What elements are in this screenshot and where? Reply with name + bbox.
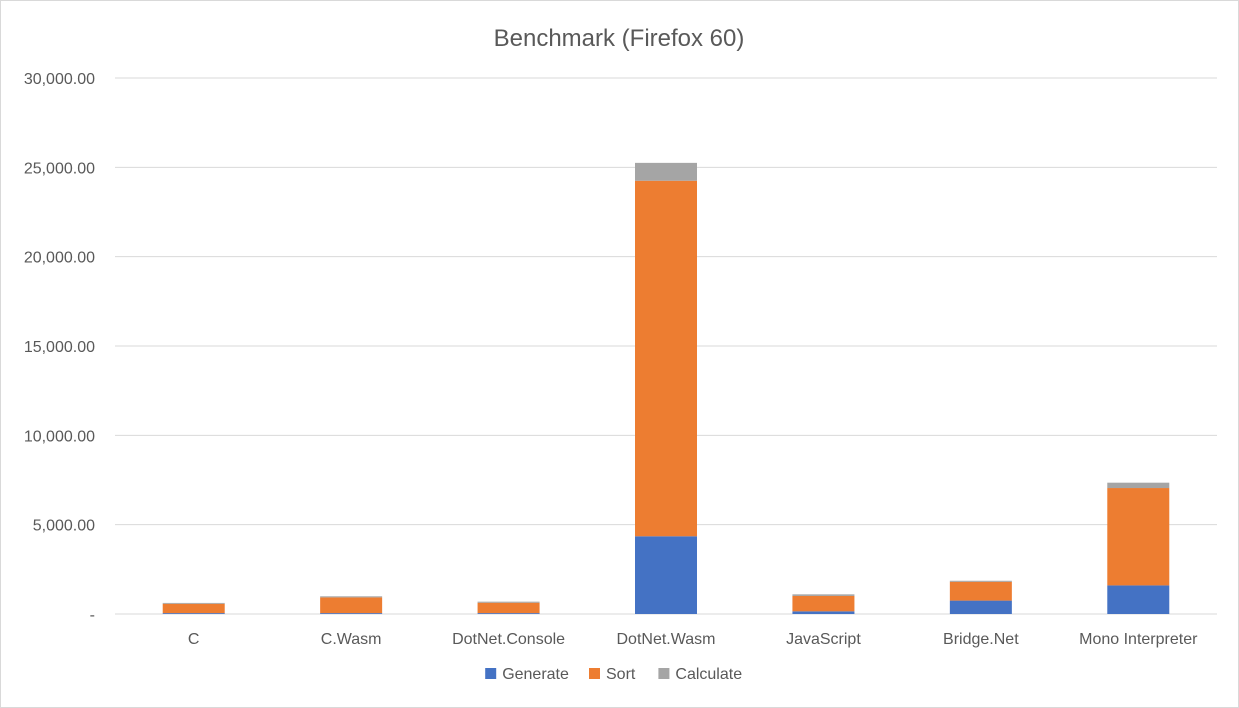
y-tick-label: 25,000.00 bbox=[24, 160, 95, 177]
x-tick-label: DotNet.Wasm bbox=[617, 631, 716, 648]
legend-swatch-generate bbox=[485, 668, 497, 679]
bar-sort-4 bbox=[792, 595, 855, 612]
bar-calculate-5 bbox=[949, 580, 1012, 582]
y-tick-label: - bbox=[90, 607, 95, 624]
y-tick-label: 30,000.00 bbox=[24, 71, 95, 88]
x-tick-label: C.Wasm bbox=[321, 631, 382, 648]
legend: Generate Sort Calculate bbox=[485, 666, 742, 683]
bar-sort-1 bbox=[320, 597, 383, 614]
chart-title: Benchmark (Firefox 60) bbox=[494, 25, 745, 52]
bar-generate-1 bbox=[320, 613, 383, 614]
legend-swatch-sort bbox=[589, 668, 600, 679]
legend-label-sort: Sort bbox=[606, 666, 636, 683]
bar-calculate-1 bbox=[320, 596, 383, 598]
legend-swatch-calculate bbox=[658, 668, 670, 679]
bar-sort-3 bbox=[635, 180, 697, 537]
bar-generate-4 bbox=[792, 611, 855, 614]
bar-generate-2 bbox=[477, 613, 540, 614]
x-tick-label: DotNet.Console bbox=[452, 631, 565, 648]
y-tick-label: 15,000.00 bbox=[24, 339, 95, 356]
bar-sort-0 bbox=[162, 603, 225, 614]
bar-calculate-4 bbox=[792, 594, 855, 596]
bar-generate-5 bbox=[949, 600, 1012, 614]
bars bbox=[162, 162, 1170, 614]
x-axis-tick-labels: C C.Wasm DotNet.Console DotNet.Wasm JavaScri… bbox=[188, 631, 1198, 648]
bar-sort-2 bbox=[477, 602, 540, 614]
bar-calculate-0 bbox=[162, 602, 225, 604]
bar-generate-6 bbox=[1107, 585, 1170, 614]
bar-sort-5 bbox=[949, 581, 1012, 601]
bar-calculate-6 bbox=[1107, 482, 1170, 489]
y-tick-label: 5,000.00 bbox=[33, 518, 95, 535]
x-tick-label: Bridge.Net bbox=[943, 631, 1019, 648]
bar-calculate-3 bbox=[635, 162, 697, 181]
y-tick-label: 20,000.00 bbox=[24, 250, 95, 267]
legend-label-calculate: Calculate bbox=[675, 666, 742, 683]
legend-label-generate: Generate bbox=[502, 666, 569, 683]
bar-sort-6 bbox=[1107, 488, 1170, 586]
y-tick-label: 10,000.00 bbox=[24, 428, 95, 445]
bar-calculate-2 bbox=[477, 601, 540, 603]
bar-generate-3 bbox=[635, 536, 697, 614]
x-tick-label: JavaScript bbox=[786, 631, 861, 648]
x-tick-label: Mono Interpreter bbox=[1079, 631, 1198, 648]
bar-generate-0 bbox=[162, 613, 225, 614]
y-axis-tick-labels: - 5,000.00 10,000.00 15,000.00 20,000.00 25,0… bbox=[24, 71, 95, 624]
x-tick-label: C bbox=[188, 631, 200, 648]
